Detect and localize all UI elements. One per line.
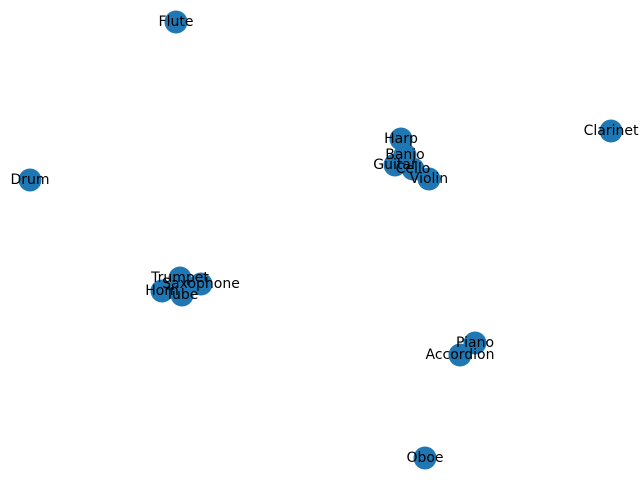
- node-label-guitar: Guitar: [373, 157, 417, 173]
- node-label-violin: Violin: [410, 171, 448, 187]
- node-label-cello: Cello: [396, 161, 431, 177]
- node-label-trumpet: Trumpet: [150, 270, 209, 286]
- node-label-clarinet: Clarinet: [584, 123, 639, 139]
- node-drum: [18, 168, 42, 192]
- node-label-flute: Flute: [159, 14, 194, 30]
- node-tube: [170, 283, 194, 307]
- node-saxophone: [189, 272, 213, 296]
- node-label-banjo: Banjo: [385, 147, 425, 163]
- node-label-accordion: Accordion: [425, 347, 494, 363]
- node-label-saxophone: Saxophone: [162, 276, 240, 292]
- node-label-piano: Piano: [456, 335, 494, 351]
- node-violin: [417, 167, 441, 191]
- node-label-oboe: Oboe: [406, 450, 443, 466]
- node-label-drum: Drum: [10, 172, 49, 188]
- node-guitar: [383, 153, 407, 177]
- nodes-layer: [18, 10, 623, 470]
- node-label-horn: Horn: [145, 283, 178, 299]
- node-oboe: [413, 446, 437, 470]
- node-clarinet: [599, 119, 623, 143]
- node-flute: [164, 10, 188, 34]
- node-label-tube: Tube: [165, 287, 199, 303]
- node-accordion: [448, 343, 472, 367]
- node-trumpet: [168, 266, 192, 290]
- node-horn: [150, 279, 174, 303]
- node-label-harp: Harp: [384, 131, 418, 147]
